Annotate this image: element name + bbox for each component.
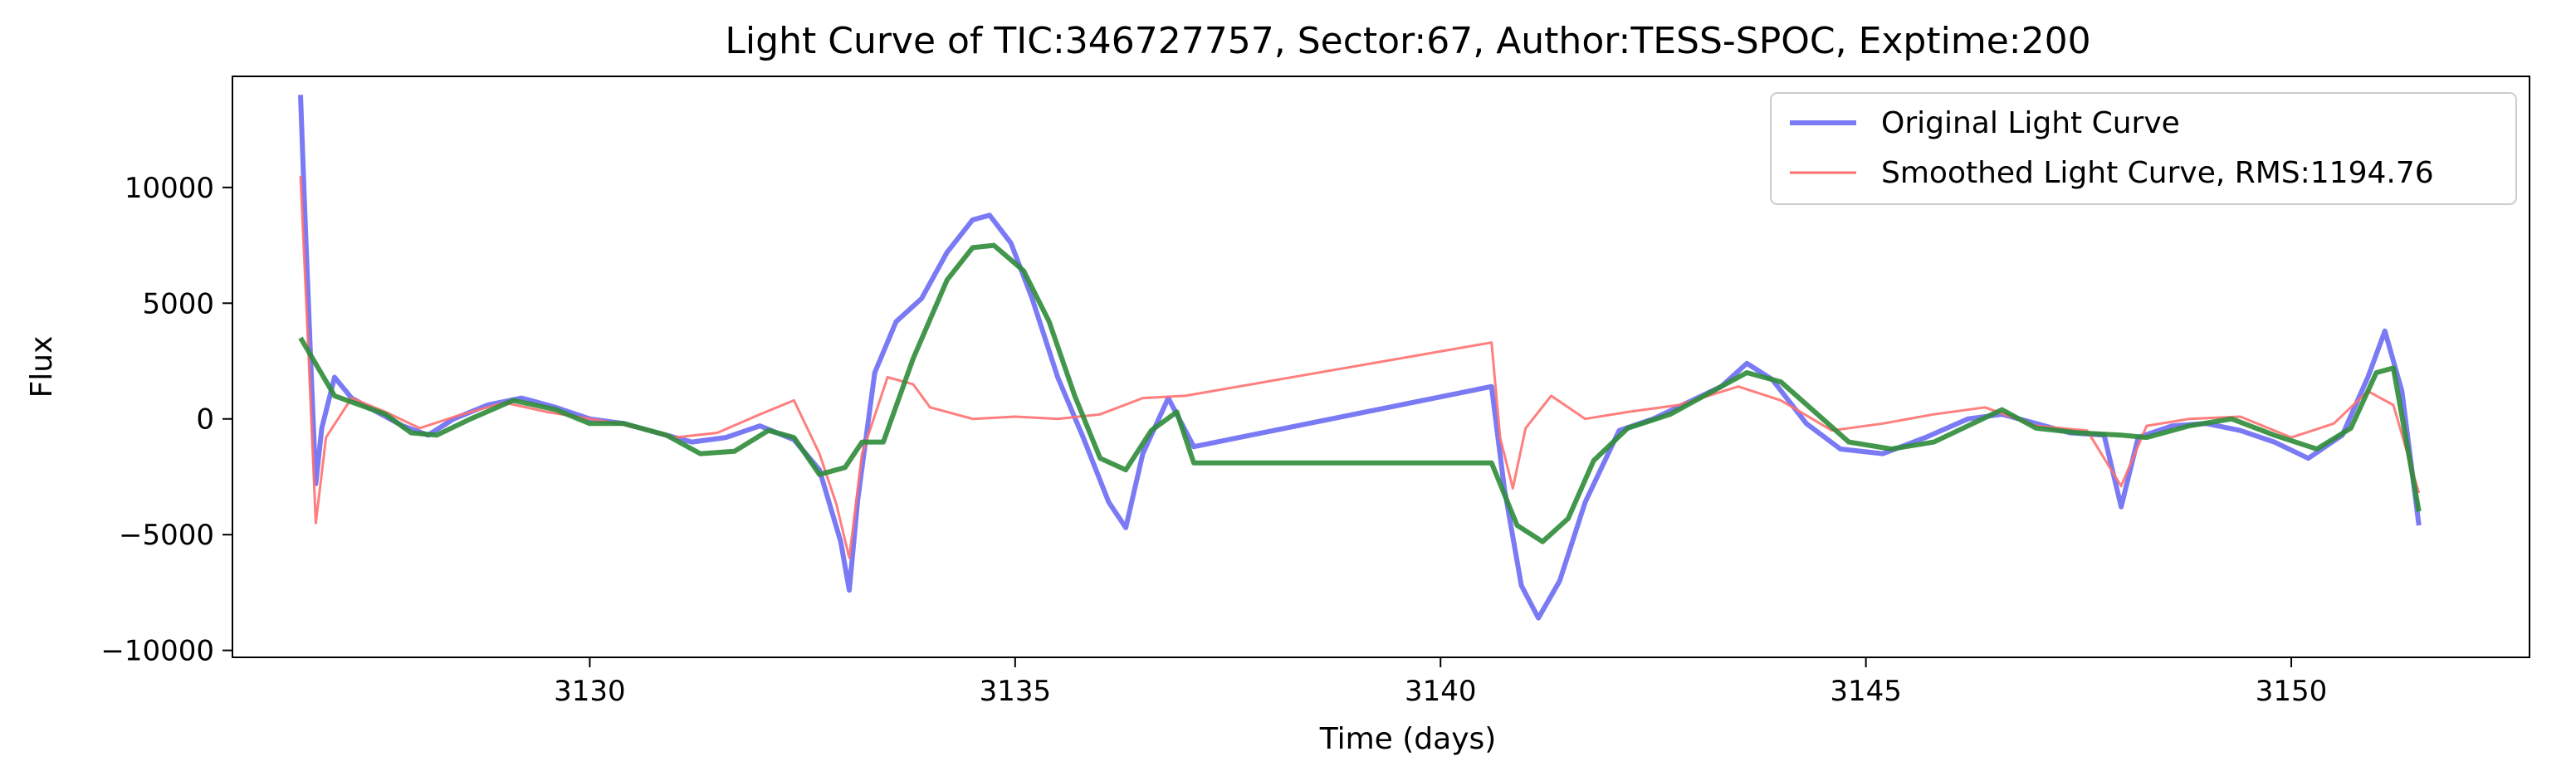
x-axis-ticks: 3130 3135 3140 3145 3150 — [554, 657, 2327, 708]
series-line-2 — [298, 242, 2422, 544]
y-tick-label: 0 — [196, 403, 214, 437]
x-tick-label: 3140 — [1405, 675, 1477, 708]
x-tick-label: 3145 — [1830, 675, 1902, 708]
y-tick-label: 5000 — [142, 287, 214, 320]
x-tick-label: 3150 — [2256, 675, 2328, 708]
y-tick-label: 10000 — [125, 172, 214, 205]
chart-title: Light Curve of TIC:346727757, Sector:67,… — [725, 20, 2090, 62]
legend-label-original: Original Light Curve — [1881, 106, 2180, 140]
series-line-1 — [299, 175, 2421, 559]
y-axis-label: Flux — [25, 336, 59, 398]
legend: Original Light Curve Smoothed Light Curv… — [1770, 92, 2517, 205]
plot-frame — [232, 76, 2530, 658]
x-tick-label: 3135 — [980, 675, 1052, 708]
y-tick-label: −5000 — [119, 519, 214, 552]
legend-box — [1770, 92, 2517, 205]
y-axis-ticks: −10000 −5000 0 5000 10000 — [100, 172, 232, 668]
y-tick-label: −10000 — [100, 635, 214, 668]
x-axis-label: Time (days) — [1319, 722, 1497, 756]
series-layer — [298, 95, 2422, 621]
legend-label-smoothed: Smoothed Light Curve, RMS:1194.76 — [1881, 156, 2434, 190]
x-tick-label: 3130 — [554, 675, 626, 708]
